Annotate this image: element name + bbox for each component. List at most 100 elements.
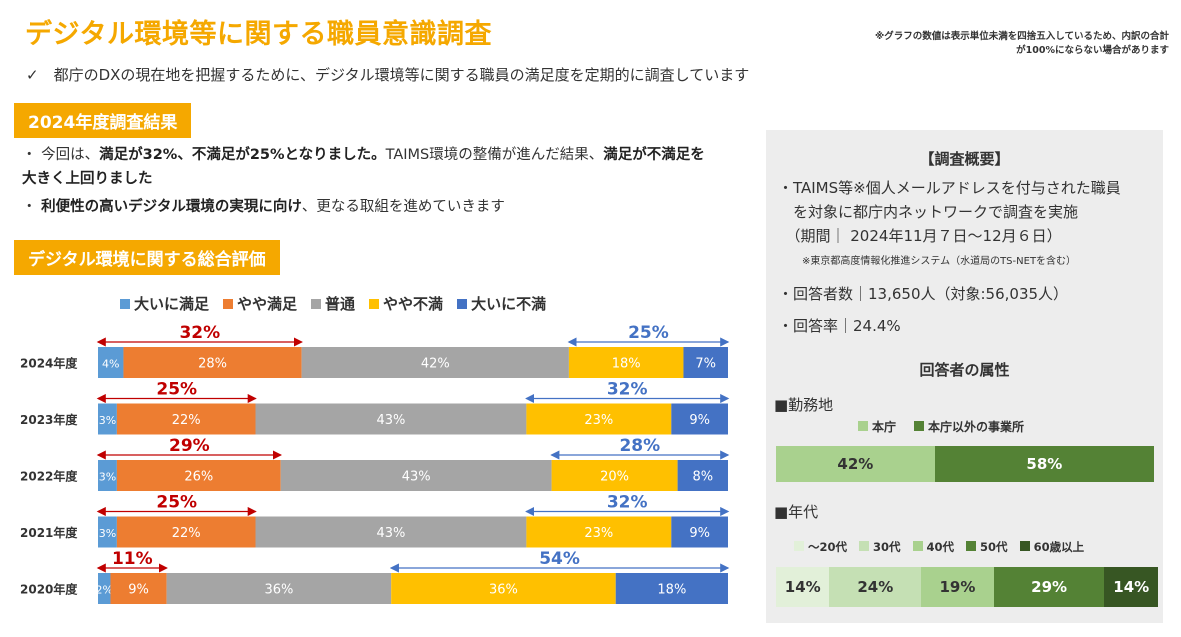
bullet2-rest: 、更なる取組を進めていきます (301, 199, 505, 215)
category-label: 2022年度 (20, 469, 78, 484)
dissatisfied-total: 25% (628, 323, 669, 343)
category-label: 2024年度 (20, 356, 78, 371)
attr-legend-item: 本庁 (858, 418, 896, 435)
respondents-count: ・回答者数｜13,650人（対象:56,035人） (778, 285, 1069, 303)
data-label: 22% (172, 413, 201, 428)
attr-legend-swatch (794, 541, 804, 551)
attr-legend-label: 本庁以外の事業所 (928, 420, 1025, 434)
bullet1-bold1: 満足が32%、不満足が25%となりました。 (99, 147, 386, 163)
legend-item: 大いに不満 (457, 293, 546, 314)
result-bullet-2: ・ 利便性の高いデジタル環境の実現に向け、更なる取組を進めていきます (22, 195, 712, 219)
bar-segment (98, 403, 117, 435)
attr-bar-segment: 42% (776, 446, 935, 482)
legend-swatch (457, 299, 468, 309)
satisfied-total: 25% (156, 380, 197, 400)
data-label: 3% (99, 527, 116, 540)
bar-segment (123, 347, 302, 378)
satisfied-total: 32% (179, 323, 220, 343)
data-label: 43% (376, 413, 405, 428)
attr-legend-item: 60歳以上 (1019, 539, 1084, 555)
legend-label: 普通 (325, 295, 356, 313)
data-label: 9% (128, 583, 149, 598)
bar-segment (116, 516, 256, 548)
workplace-bar: 42% 58% (776, 446, 1154, 482)
scope-line-3: （期間｜ 2024年11月７日～12月６日） (778, 227, 1062, 245)
attr-legend-label: 40代 (926, 540, 955, 554)
data-label: 9% (689, 526, 710, 541)
data-label: 3% (99, 471, 116, 484)
data-label: 43% (376, 526, 405, 541)
taims-note: ※東京都高度情報化推進システム（水道局のTS-NETを含む） (802, 256, 1077, 267)
attr-legend-swatch (912, 541, 923, 551)
intro-text: ✓ 都庁のDXの現在地を把握するために、デジタル環境等に関する職員の満足度を定期… (26, 66, 750, 84)
data-label: 36% (489, 583, 518, 598)
result-bullet-1: ・ 今回は、満足が32%、不満足が25%となりました。TAIMS環境の整備が進ん… (22, 143, 712, 191)
bullet1-mid: TAIMS環境の整備が進んだ結果、 (385, 147, 604, 163)
satisfied-total: 25% (156, 493, 197, 513)
legend-item: やや満足 (223, 293, 297, 314)
attr-legend-item: ～20代 (794, 539, 847, 555)
bar-segment (280, 460, 552, 491)
bar-segment (526, 516, 672, 548)
data-label: 18% (612, 357, 641, 372)
attributes-title: 回答者の属性 (919, 361, 1010, 379)
bar-segment (551, 460, 678, 491)
attr-legend-label: 30代 (873, 540, 901, 554)
bar-segment (568, 347, 684, 378)
data-label: 20% (600, 470, 629, 485)
dissatisfied-total: 32% (607, 380, 648, 400)
bar-segment (116, 403, 256, 435)
data-label: 18% (657, 583, 686, 598)
age-bar: 14% 24% 19% 29% 14% (776, 567, 1158, 607)
bar-segment (110, 573, 167, 604)
bar-segment (98, 573, 111, 604)
scope-line-1: ・TAIMS等※個人メールアドレスを付与された職員 (778, 179, 1121, 197)
attr-legend-label: 本庁 (872, 420, 897, 434)
page-title: デジタル環境等に関する職員意識調査 (25, 19, 492, 50)
chart-legend: 大いに満足 やや満足 普通 やや不満 大いに不満 (120, 293, 546, 314)
attr-legend-item: 40代 (912, 539, 955, 555)
bullet2-bold: 利便性の高いデジタル環境の実現に向け (41, 199, 302, 215)
data-label: 23% (584, 526, 613, 541)
bar-segment (98, 516, 117, 548)
category-label: 2020年度 (20, 582, 78, 597)
data-label: 8% (692, 470, 713, 485)
overall-heading: デジタル環境に関する総合評価 (14, 240, 280, 275)
data-label: 4% (102, 358, 119, 371)
attr-bar-segment: 24% (829, 567, 922, 607)
bar-segment (166, 573, 392, 604)
data-label: 9% (689, 413, 710, 428)
attr-legend-swatch (858, 421, 868, 431)
attr-legend-label: ～20代 (808, 540, 848, 554)
legend-label: 大いに不満 (471, 295, 547, 313)
legend-swatch (369, 299, 380, 309)
attr-legend-item: 本庁以外の事業所 (914, 418, 1024, 435)
survey-panel: 【調査概要】 ・TAIMS等※個人メールアドレスを付与された職員 を対象に都庁内… (766, 130, 1163, 623)
bar-segment (98, 460, 117, 491)
category-label: 2021年度 (20, 525, 78, 540)
attr-legend-label: 50代 (980, 540, 1008, 554)
panel-title: 【調査概要】 (919, 150, 1010, 168)
scope-line-2: を対象に都庁内ネットワークで調査を実施 (778, 203, 1079, 221)
legend-swatch (120, 299, 130, 309)
legend-label: やや不満 (383, 295, 444, 313)
dissatisfied-total: 32% (607, 493, 648, 513)
bar-segment (683, 347, 728, 378)
bar-segment (526, 403, 672, 435)
age-legend: ～20代 30代 40代 50代 60歳以上 (794, 539, 1084, 555)
attr-legend-item: 30代 (859, 539, 901, 555)
bar-segment (301, 347, 569, 378)
legend-item: やや不満 (369, 293, 443, 314)
attr-legend-swatch (1019, 541, 1030, 551)
bullet1-bold2: 満足が不満足を大きく上回りました (22, 147, 705, 187)
legend-swatch (223, 299, 234, 309)
attr-bar-segment: 14% (776, 567, 830, 607)
attr-bar-segment: 58% (934, 446, 1154, 482)
bar-segment (255, 403, 527, 435)
bar-segment (255, 516, 527, 548)
legend-item: 大いに満足 (120, 293, 209, 314)
bar-segment (116, 460, 281, 491)
bar-segment (98, 347, 124, 378)
bullet1-pre: ・ 今回は、 (22, 147, 100, 163)
bullet2-dot: ・ (22, 199, 42, 215)
